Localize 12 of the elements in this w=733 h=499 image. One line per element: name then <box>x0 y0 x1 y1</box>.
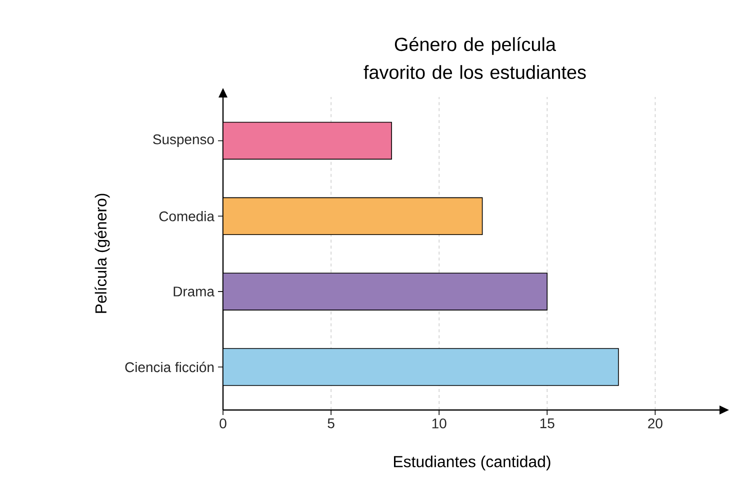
x-tick-label: 0 <box>220 418 226 428</box>
x-tick-label: 15 <box>540 418 554 428</box>
y-tick-label: Ciencia ficción <box>125 362 214 372</box>
x-tick-label: 10 <box>432 418 446 428</box>
x-tick-label: 5 <box>328 418 334 428</box>
chart-title: Género de película favorito de los estudiantes <box>364 36 586 79</box>
x-tick-label: 20 <box>648 418 662 428</box>
y-tick-label: Comedia <box>159 211 214 222</box>
x-axis-title: Estudiantes (cantidad) <box>394 456 550 470</box>
y-tick-label: Drama <box>174 286 214 296</box>
y-tick-label: Suspenso <box>153 134 214 148</box>
y-axis-title: Película (género) <box>94 194 110 313</box>
